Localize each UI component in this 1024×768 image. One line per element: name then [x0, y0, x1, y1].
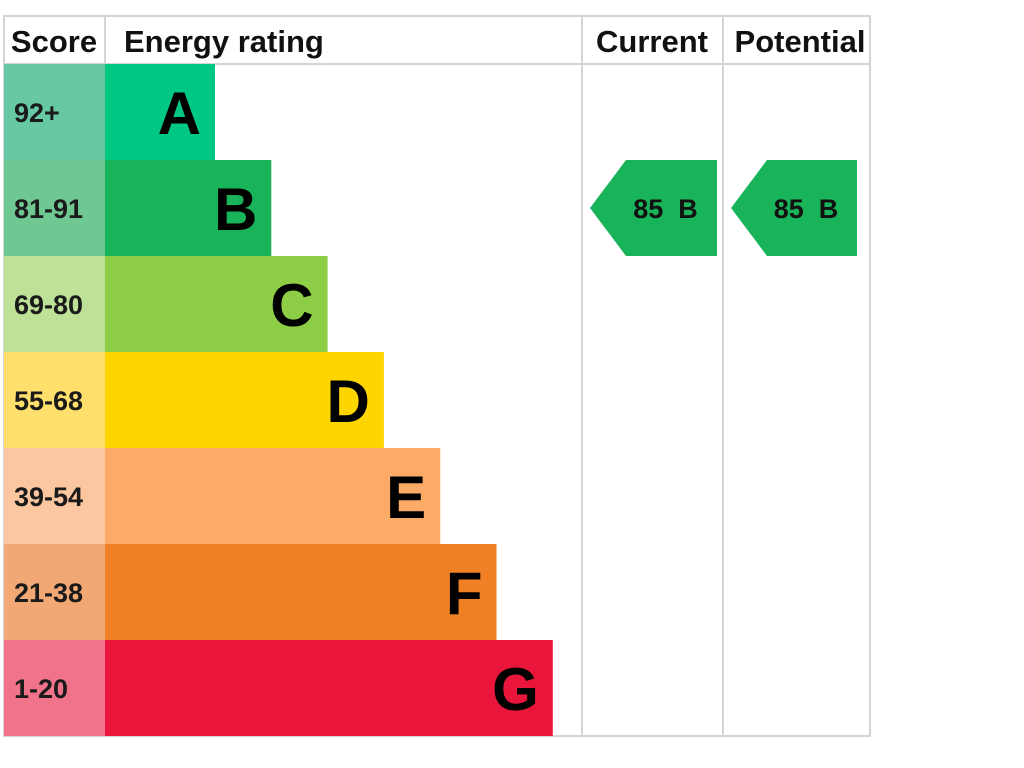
band-bar-b — [105, 160, 272, 256]
rating-bands: 92+ A 81-91 B 69-80 C 55-68 D 39-54 E 21-38 F 1-20 G — [4, 64, 553, 736]
header-score: Score — [11, 24, 97, 59]
score-label-b: 81-91 — [14, 194, 83, 224]
band-bar-f — [105, 544, 497, 640]
header-energy-rating: Energy rating — [124, 24, 324, 59]
score-cell-d — [4, 352, 105, 448]
score-label-c: 69-80 — [14, 290, 83, 320]
score-cell-c — [4, 256, 105, 352]
score-label-e: 39-54 — [14, 482, 83, 512]
score-label-a: 92+ — [14, 98, 60, 128]
potential-rating-label: 85 B — [774, 194, 839, 224]
band-letter-f: F — [446, 560, 483, 627]
band-bar-e — [105, 448, 441, 544]
score-cell-g — [4, 640, 105, 736]
band-bar-d — [105, 352, 384, 448]
score-label-g: 1-20 — [14, 674, 68, 704]
header-current: Current — [596, 24, 708, 59]
potential-rating-arrow — [731, 160, 857, 256]
band-bar-c — [105, 256, 328, 352]
band-bar-a — [105, 64, 215, 160]
band-letter-c: C — [270, 272, 313, 339]
score-label-f: 21-38 — [14, 578, 83, 608]
score-cell-b — [4, 160, 105, 256]
band-letter-g: G — [492, 656, 539, 723]
score-cell-f — [4, 544, 105, 640]
score-cell-a — [4, 64, 105, 160]
band-letter-d: D — [327, 368, 370, 435]
current-rating-label: 85 B — [633, 194, 698, 224]
rating-indicators: 85 B 85 B — [590, 160, 857, 256]
band-letter-e: E — [386, 464, 426, 531]
current-rating-arrow — [590, 160, 717, 256]
score-label-d: 55-68 — [14, 386, 83, 416]
score-cell-e — [4, 448, 105, 544]
band-letter-b: B — [214, 176, 257, 243]
band-bar-g — [105, 640, 553, 736]
header-potential: Potential — [735, 24, 866, 59]
band-letter-a: A — [158, 80, 201, 147]
